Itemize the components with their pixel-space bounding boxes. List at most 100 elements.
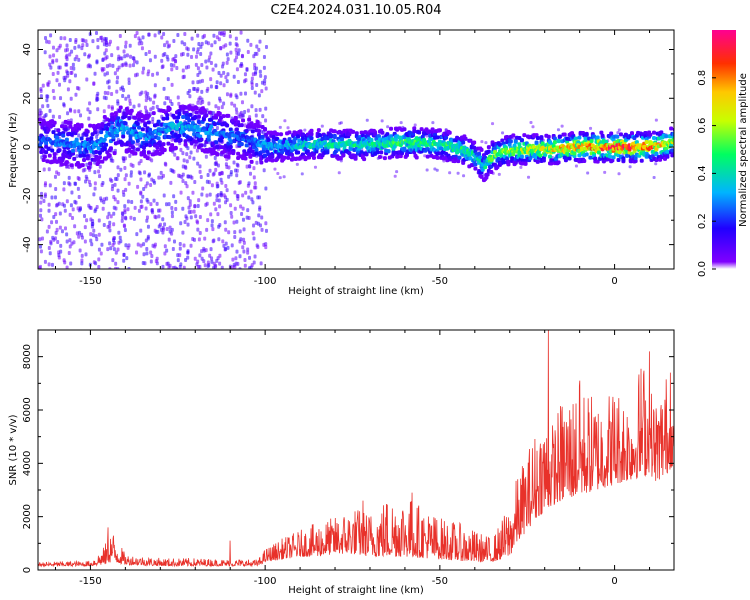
heatmap-cell (121, 212, 125, 217)
heatmap-cell (69, 261, 73, 266)
heatmap-cell (45, 229, 49, 234)
heatmap-cell (112, 151, 117, 156)
heatmap-cell (506, 159, 511, 164)
heatmap-cell (105, 126, 110, 131)
heatmap-cell (266, 138, 271, 143)
heatmap-cell (534, 140, 539, 145)
x-tick-label: -100 (254, 576, 277, 587)
heatmap-cell (176, 115, 181, 120)
heatmap-cell (97, 247, 101, 252)
heatmap-cell (140, 41, 144, 46)
heatmap-cell (235, 249, 239, 254)
heatmap-cell (120, 56, 124, 61)
heatmap-cell (298, 129, 303, 134)
heatmap-cell (129, 108, 134, 113)
heatmap-cell (217, 70, 221, 75)
heatmap-cell (196, 80, 200, 85)
heatmap-cell (106, 122, 111, 127)
heatmap-cell (73, 45, 77, 50)
heatmap-cell (182, 243, 186, 248)
heatmap-cell (161, 116, 166, 121)
heatmap-cell (98, 174, 102, 179)
heatmap-cell (215, 145, 220, 150)
heatmap-cell (232, 74, 236, 79)
heatmap-cell (235, 110, 239, 115)
heatmap-cell (88, 183, 92, 188)
heatmap-cell (59, 96, 63, 101)
heatmap-cell (52, 155, 57, 160)
heatmap-cell (103, 51, 107, 56)
heatmap-cell (151, 243, 155, 248)
heatmap-cell (75, 160, 80, 165)
heatmap-cell (235, 67, 239, 72)
heatmap-cell (121, 189, 125, 194)
heatmap-cell (66, 111, 70, 116)
colorbar-tick-label: 0.8 (697, 70, 708, 86)
heatmap-cell (639, 158, 644, 163)
heatmap-cell (332, 135, 337, 140)
heatmap-cell (88, 161, 93, 166)
heatmap-cell (47, 245, 51, 250)
heatmap-cell (188, 88, 192, 93)
heatmap-cell (139, 191, 143, 196)
heatmap-cell (168, 225, 172, 230)
heatmap-cell (181, 68, 185, 73)
heatmap-cell (202, 33, 206, 38)
heatmap-cell (208, 192, 212, 197)
heatmap-cell (186, 47, 190, 52)
heatmap-cell (168, 147, 173, 152)
heatmap-cell (144, 98, 148, 103)
heatmap-cell (241, 193, 245, 198)
heatmap-cell (278, 125, 282, 129)
heatmap-cell (88, 110, 92, 115)
heatmap-cell (228, 127, 233, 132)
heatmap-cell (68, 120, 73, 125)
heatmap-cell (665, 154, 670, 159)
heatmap-cell (39, 200, 43, 205)
heatmap-cell (674, 139, 678, 143)
heatmap-cell (133, 205, 137, 210)
heatmap-cell (111, 135, 116, 140)
heatmap-cell (57, 148, 62, 153)
heatmap-cell (556, 160, 561, 165)
heatmap-cell (145, 218, 149, 223)
heatmap-cell (77, 194, 81, 199)
heatmap-cell (188, 94, 192, 99)
heatmap-cell (127, 116, 132, 121)
heatmap-cell (283, 119, 287, 123)
heatmap-cell (114, 261, 118, 266)
heatmap-cell (243, 72, 247, 77)
heatmap-cell (181, 151, 185, 156)
heatmap-cell (166, 57, 170, 62)
heatmap-cell (548, 154, 553, 159)
heatmap-cell (142, 242, 146, 247)
heatmap-cell (94, 30, 98, 35)
heatmap-cell (262, 168, 266, 173)
heatmap-cell (108, 220, 112, 225)
heatmap-cell (472, 145, 477, 150)
heatmap-cell (116, 247, 120, 252)
heatmap-cell (241, 245, 245, 250)
heatmap-cell (70, 49, 74, 54)
heatmap-cell (195, 124, 200, 129)
heatmap-cell (55, 159, 60, 164)
heatmap-cell (270, 158, 275, 163)
heatmap-cell (224, 241, 228, 246)
heatmap-cell (239, 204, 243, 209)
heatmap-cell (215, 198, 219, 203)
heatmap-cell (278, 176, 282, 180)
heatmap-cell (531, 125, 535, 129)
heatmap-cell (671, 132, 674, 137)
heatmap-cell (206, 86, 210, 91)
heatmap-cell (85, 137, 90, 142)
heatmap-cell (137, 36, 141, 41)
heatmap-cell (141, 35, 145, 40)
heatmap-cell (47, 153, 52, 158)
heatmap-cell (46, 103, 50, 108)
heatmap-cell (78, 153, 83, 158)
snr-x-label: Height of straight line (km) (288, 585, 424, 596)
heatmap-cell (210, 183, 214, 188)
heatmap-cell (249, 189, 253, 194)
heatmap-cell (380, 119, 384, 123)
heatmap-cell (106, 224, 110, 229)
